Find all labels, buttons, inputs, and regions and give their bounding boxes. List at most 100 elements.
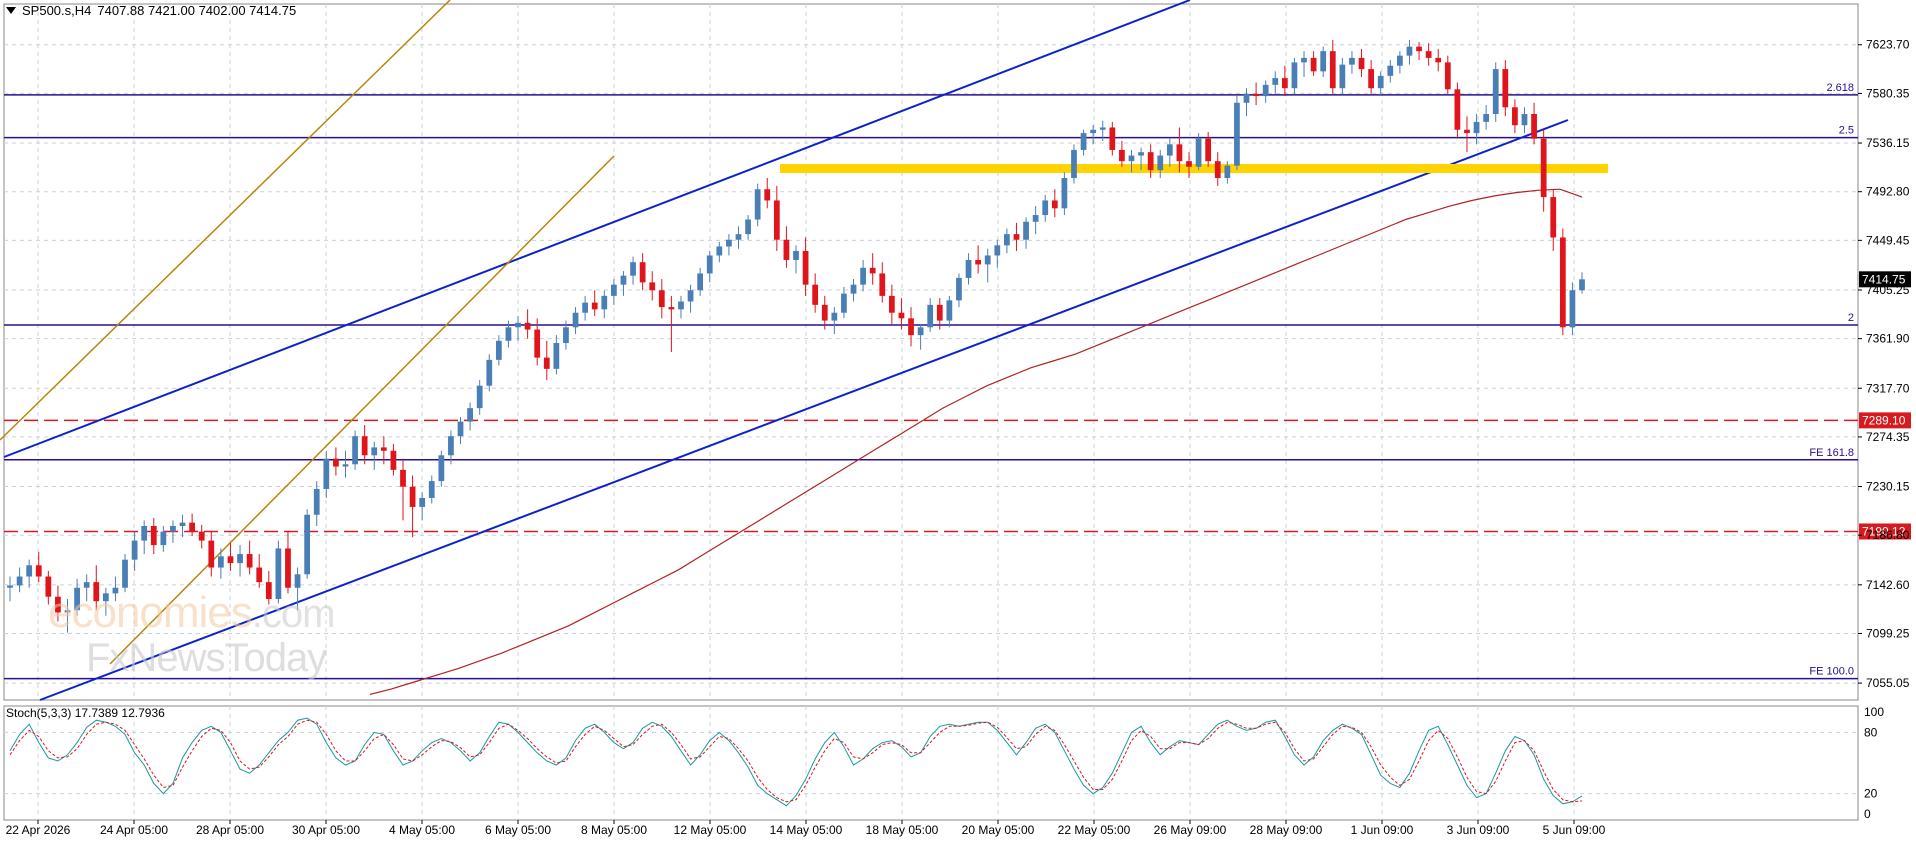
- candle[interactable]: [630, 256, 636, 285]
- candle[interactable]: [668, 295, 675, 352]
- candle[interactable]: [112, 576, 119, 602]
- candle[interactable]: [984, 248, 991, 283]
- candle[interactable]: [160, 526, 167, 552]
- candle[interactable]: [457, 417, 464, 445]
- dropdown-triangle-icon[interactable]: [6, 7, 16, 14]
- candle[interactable]: [1473, 114, 1480, 145]
- candle[interactable]: [16, 567, 23, 593]
- candle[interactable]: [975, 245, 981, 274]
- candle[interactable]: [726, 234, 732, 256]
- candle[interactable]: [1579, 272, 1585, 294]
- candle[interactable]: [1090, 125, 1097, 145]
- candle[interactable]: [1406, 39, 1413, 65]
- candle[interactable]: [524, 309, 531, 339]
- candle[interactable]: [1291, 57, 1298, 94]
- candle[interactable]: [1377, 71, 1384, 97]
- candle[interactable]: [879, 262, 886, 303]
- candle[interactable]: [1349, 51, 1355, 74]
- candle[interactable]: [179, 514, 186, 538]
- candle[interactable]: [860, 259, 866, 292]
- candle[interactable]: [773, 185, 780, 251]
- candle[interactable]: [956, 273, 962, 308]
- candle[interactable]: [611, 279, 617, 305]
- candle[interactable]: [74, 578, 80, 616]
- candle[interactable]: [150, 518, 157, 555]
- candle[interactable]: [783, 226, 790, 268]
- candle[interactable]: [1464, 116, 1470, 153]
- candle[interactable]: [649, 271, 656, 301]
- candle[interactable]: [1004, 228, 1010, 254]
- candle[interactable]: [467, 402, 473, 431]
- candle[interactable]: [265, 570, 272, 605]
- candle[interactable]: [1023, 217, 1029, 249]
- candle[interactable]: [1234, 96, 1240, 171]
- candle[interactable]: [658, 279, 665, 319]
- candle[interactable]: [994, 239, 1001, 268]
- candle[interactable]: [793, 245, 799, 274]
- candle[interactable]: [898, 298, 905, 330]
- candle[interactable]: [1195, 133, 1202, 171]
- candle[interactable]: [515, 316, 521, 341]
- candle[interactable]: [1559, 228, 1566, 336]
- candle[interactable]: [1205, 131, 1212, 167]
- candle[interactable]: [1119, 140, 1125, 167]
- candle[interactable]: [294, 567, 301, 611]
- candle[interactable]: [553, 335, 560, 375]
- candle[interactable]: [716, 241, 723, 263]
- candle[interactable]: [946, 295, 953, 328]
- candle[interactable]: [1425, 43, 1432, 66]
- candle[interactable]: [218, 548, 224, 579]
- candle[interactable]: [35, 551, 42, 583]
- candle[interactable]: [428, 475, 435, 504]
- candle[interactable]: [505, 320, 512, 348]
- candle[interactable]: [237, 545, 243, 577]
- candle[interactable]: [313, 481, 320, 526]
- candle[interactable]: [917, 323, 924, 350]
- candle[interactable]: [208, 531, 215, 577]
- candle[interactable]: [1186, 152, 1192, 178]
- candle[interactable]: [534, 318, 541, 366]
- candle[interactable]: [141, 520, 148, 555]
- candle[interactable]: [83, 574, 90, 602]
- candle[interactable]: [1502, 60, 1509, 117]
- candle[interactable]: [841, 286, 847, 319]
- candle[interactable]: [936, 298, 943, 330]
- candle[interactable]: [601, 290, 608, 319]
- candle[interactable]: [1042, 194, 1049, 222]
- candle[interactable]: [735, 226, 742, 249]
- candle[interactable]: [64, 598, 71, 633]
- candle[interactable]: [102, 587, 109, 616]
- candle[interactable]: [256, 554, 263, 588]
- candle[interactable]: [802, 237, 809, 296]
- candle[interactable]: [380, 436, 387, 465]
- candle[interactable]: [170, 520, 176, 543]
- candle[interactable]: [1339, 57, 1346, 94]
- candle[interactable]: [7, 576, 13, 602]
- candle[interactable]: [1512, 99, 1518, 134]
- candle[interactable]: [122, 554, 128, 593]
- candle[interactable]: [1262, 80, 1269, 103]
- candle[interactable]: [1540, 129, 1547, 212]
- candle[interactable]: [1157, 149, 1164, 178]
- candle[interactable]: [639, 253, 646, 291]
- candle[interactable]: [1435, 48, 1442, 72]
- candle[interactable]: [1444, 55, 1451, 94]
- candle[interactable]: [1061, 172, 1068, 216]
- resistance-zone[interactable]: [780, 164, 1608, 173]
- candle[interactable]: [93, 565, 100, 611]
- candle[interactable]: [1109, 121, 1116, 156]
- candle[interactable]: [409, 475, 416, 538]
- candle[interactable]: [323, 450, 330, 498]
- candle[interactable]: [1214, 152, 1221, 186]
- candle[interactable]: [591, 290, 598, 317]
- candle[interactable]: [687, 284, 694, 313]
- candle[interactable]: [1051, 189, 1058, 218]
- candle[interactable]: [821, 295, 828, 330]
- candle[interactable]: [448, 430, 454, 465]
- candle[interactable]: [1569, 282, 1576, 336]
- candle[interactable]: [246, 540, 253, 575]
- candle[interactable]: [55, 585, 61, 622]
- candle[interactable]: [1550, 189, 1557, 251]
- candle[interactable]: [1032, 206, 1039, 235]
